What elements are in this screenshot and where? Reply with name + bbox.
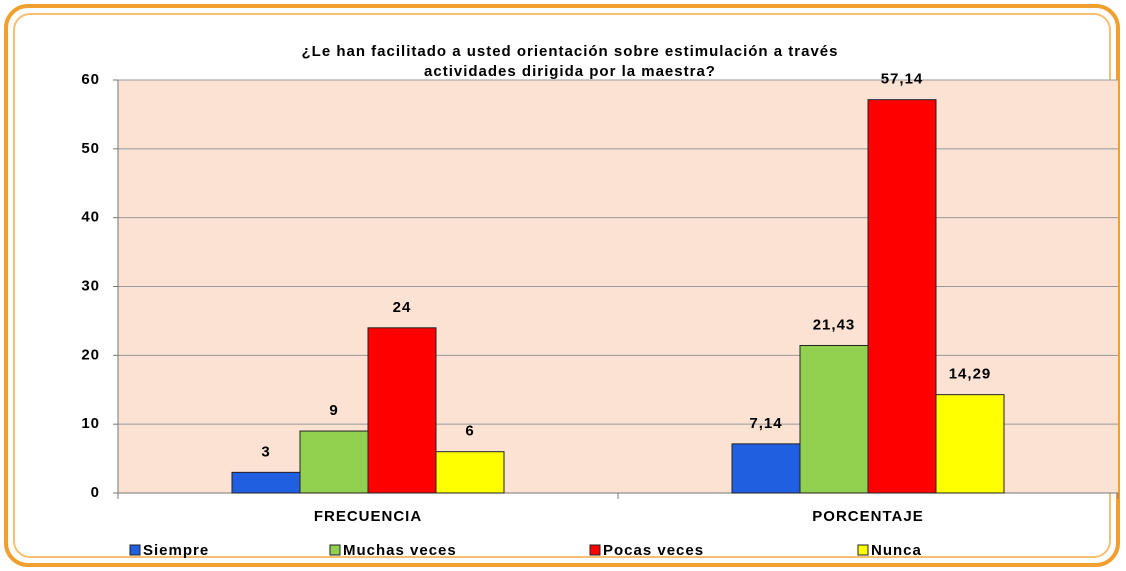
legend-label: Pocas veces <box>603 542 704 559</box>
x-tick-label: FRECUENCIA <box>314 508 422 525</box>
bar <box>867 99 937 494</box>
x-tick-label: PORCENTAJE <box>812 508 923 525</box>
legend-swatch <box>329 544 341 556</box>
value-label: 57,14 <box>881 71 924 88</box>
value-label: 21,43 <box>813 316 856 333</box>
bar <box>299 430 369 494</box>
bar <box>799 344 869 494</box>
y-tick-label: 50 <box>81 140 100 157</box>
legend-swatch <box>857 544 869 556</box>
value-label: 24 <box>393 299 412 316</box>
legend-swatch <box>129 544 141 556</box>
value-label: 7,14 <box>749 415 782 432</box>
bar <box>935 394 1005 494</box>
bar <box>367 327 437 494</box>
chart-title: ¿Le han facilitado a usted orientación s… <box>302 43 839 60</box>
y-tick-label: 40 <box>81 209 100 226</box>
y-tick-label: 30 <box>81 277 100 294</box>
legend-label: Siempre <box>143 542 209 559</box>
bar <box>731 443 801 494</box>
legend-label: Nunca <box>871 542 922 559</box>
value-label: 6 <box>465 423 474 440</box>
legend-label: Muchas veces <box>343 542 457 559</box>
bar <box>231 471 301 494</box>
legend-swatch <box>589 544 601 556</box>
chart-title: actividades dirigida por la maestra? <box>424 63 716 80</box>
value-label: 9 <box>329 402 338 419</box>
value-label: 3 <box>261 443 270 460</box>
y-tick-label: 20 <box>81 346 100 363</box>
bar <box>435 451 505 494</box>
y-tick-label: 10 <box>81 415 100 432</box>
value-label: 14,29 <box>949 366 992 383</box>
y-tick-label: 60 <box>81 71 100 88</box>
y-tick-label: 0 <box>91 484 100 501</box>
